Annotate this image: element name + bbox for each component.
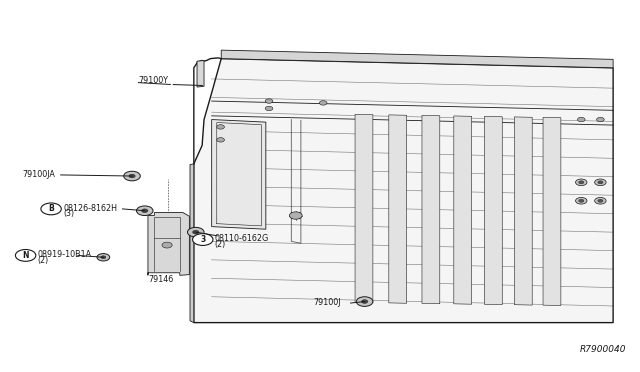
Polygon shape — [543, 118, 561, 305]
Circle shape — [356, 297, 373, 307]
Circle shape — [162, 242, 172, 248]
Polygon shape — [355, 114, 373, 303]
Text: 08126-8162H: 08126-8162H — [63, 203, 117, 213]
Text: 08919-10B1A: 08919-10B1A — [38, 250, 92, 259]
Text: 79100JA: 79100JA — [22, 170, 55, 179]
Polygon shape — [389, 115, 406, 303]
Circle shape — [595, 198, 606, 204]
Circle shape — [15, 250, 36, 261]
Circle shape — [575, 179, 587, 186]
Circle shape — [579, 199, 584, 202]
Circle shape — [265, 106, 273, 111]
Circle shape — [596, 117, 604, 122]
Circle shape — [41, 203, 61, 215]
Circle shape — [579, 181, 584, 184]
Polygon shape — [484, 116, 502, 305]
Polygon shape — [221, 50, 613, 68]
Text: 79146: 79146 — [148, 275, 173, 283]
Circle shape — [217, 138, 225, 142]
Circle shape — [217, 125, 225, 129]
Circle shape — [141, 209, 148, 212]
Text: (3): (3) — [63, 209, 74, 218]
Polygon shape — [148, 212, 189, 275]
Text: N: N — [22, 251, 29, 260]
Polygon shape — [194, 59, 613, 323]
Text: (2): (2) — [38, 256, 49, 265]
Circle shape — [193, 230, 199, 234]
Circle shape — [289, 212, 302, 219]
Text: 08110-6162G: 08110-6162G — [215, 234, 269, 243]
Circle shape — [136, 206, 153, 215]
Circle shape — [575, 198, 587, 204]
Circle shape — [193, 234, 213, 246]
Circle shape — [598, 199, 603, 202]
Circle shape — [97, 254, 109, 261]
Text: 79100J: 79100J — [314, 298, 341, 307]
Circle shape — [595, 179, 606, 186]
Polygon shape — [515, 117, 532, 305]
Text: B: B — [48, 204, 54, 214]
Circle shape — [100, 256, 106, 259]
Text: 79100Y: 79100Y — [138, 76, 168, 85]
Polygon shape — [197, 61, 204, 87]
Circle shape — [124, 171, 140, 181]
Circle shape — [598, 181, 603, 184]
Circle shape — [188, 227, 204, 237]
Polygon shape — [422, 115, 440, 304]
Polygon shape — [190, 164, 194, 323]
Circle shape — [362, 300, 368, 304]
Circle shape — [577, 117, 585, 122]
Text: R7900040: R7900040 — [579, 345, 626, 354]
Polygon shape — [212, 119, 266, 229]
Text: 3: 3 — [200, 235, 205, 244]
Circle shape — [265, 99, 273, 103]
Circle shape — [129, 174, 135, 178]
Text: (2): (2) — [215, 240, 226, 249]
Polygon shape — [454, 116, 472, 304]
Circle shape — [319, 101, 327, 105]
